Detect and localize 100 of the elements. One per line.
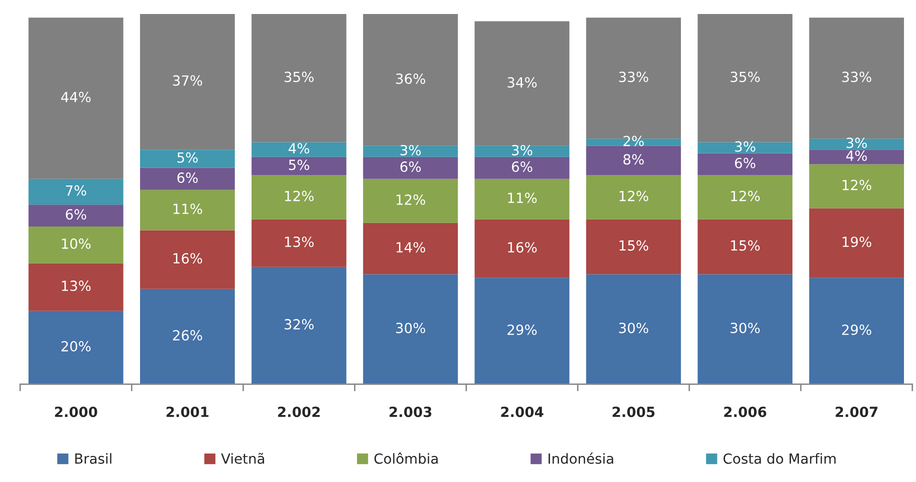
bar: [140, 150, 235, 168]
data-label: 30%: [396, 322, 426, 334]
bar: [586, 146, 681, 176]
bar: [28, 310, 124, 384]
bar: [474, 21, 570, 146]
bar: [474, 156, 570, 179]
legend-label: Brasil: [75, 453, 112, 464]
data-label: 30%: [730, 322, 760, 334]
bar: [698, 142, 792, 154]
bar: [363, 146, 458, 157]
bar: [252, 266, 346, 384]
bar: [474, 146, 570, 157]
data-label: 12%: [396, 194, 426, 205]
data-label: 32%: [284, 319, 314, 330]
data-label: 2%: [624, 136, 644, 146]
data-label: 7%: [66, 185, 86, 196]
data-label: 6%: [400, 161, 421, 172]
data-label: 34%: [508, 77, 537, 88]
data-label: 3%: [512, 144, 532, 156]
bar: [140, 190, 235, 230]
bar: [698, 274, 792, 384]
data-label: 12%: [285, 190, 314, 202]
data-label: 4%: [846, 150, 867, 161]
bar: [140, 168, 235, 190]
data-label: 6%: [512, 161, 532, 172]
legend-label: Colômbia: [374, 452, 438, 464]
x-tick-label: 2.007: [836, 406, 878, 418]
bar: [586, 274, 681, 384]
data-label: 12%: [731, 190, 760, 202]
data-label: 6%: [177, 172, 198, 183]
bar: [28, 204, 124, 227]
data-label: 15%: [731, 240, 760, 251]
bar: [698, 14, 792, 142]
bar: [809, 278, 904, 384]
x-tick-label: 2.003: [390, 406, 432, 418]
data-label: 3%: [735, 141, 756, 152]
x-tick-label: 2.001: [166, 406, 208, 418]
bar: [252, 219, 346, 267]
data-label: 6%: [66, 209, 86, 220]
legend-label: Vietnã: [221, 452, 264, 464]
data-label: 11%: [508, 192, 537, 204]
data-label: 5%: [289, 160, 310, 170]
data-label: 4%: [288, 143, 310, 154]
data-label: 44%: [61, 92, 91, 102]
bar: [28, 178, 124, 205]
bar: [28, 226, 124, 264]
bar: [474, 178, 570, 220]
bar: [698, 153, 792, 176]
x-tick-label: 2.005: [612, 406, 655, 418]
data-label: 20%: [61, 341, 91, 352]
data-label: 12%: [842, 180, 872, 190]
bar: [809, 138, 904, 150]
bar: [586, 219, 681, 274]
data-label: 19%: [842, 236, 872, 248]
bar: [474, 219, 570, 278]
bar: [698, 219, 792, 274]
bar: [363, 14, 458, 146]
data-label: 3%: [400, 144, 421, 156]
legend-label: Indonésia: [548, 452, 614, 464]
data-label: 16%: [508, 242, 537, 253]
data-label: 6%: [735, 158, 756, 168]
x-tick-label: 2.004: [501, 406, 544, 418]
data-label: 3%: [846, 138, 867, 148]
data-label: 33%: [619, 72, 648, 82]
data-label: 35%: [730, 72, 760, 82]
bar: [809, 208, 904, 278]
data-label: 8%: [623, 154, 644, 165]
bar: [363, 274, 458, 384]
bar: [363, 178, 458, 223]
data-label: 29%: [508, 324, 537, 336]
x-tick-label: 2.002: [278, 406, 320, 418]
data-label: 13%: [62, 280, 91, 292]
bar: [140, 288, 235, 384]
bar: [140, 14, 235, 150]
data-label: 36%: [396, 73, 426, 84]
bar: [140, 230, 235, 289]
bar: [28, 18, 124, 179]
data-label: 14%: [396, 242, 426, 253]
x-tick-label: 2.000: [55, 406, 98, 418]
bar: [809, 164, 904, 208]
data-label: 12%: [620, 190, 648, 202]
bar: [363, 156, 458, 179]
bar: [252, 175, 346, 220]
bar: [586, 175, 681, 220]
bar: [252, 156, 346, 176]
data-label: 10%: [62, 238, 91, 249]
bar: [474, 278, 570, 384]
data-label: 5%: [177, 152, 198, 163]
bar: [252, 14, 346, 142]
bar: [252, 142, 346, 157]
data-label: 11%: [174, 204, 202, 214]
data-label: 30%: [619, 322, 648, 334]
data-label: 26%: [173, 330, 202, 341]
data-label: 15%: [620, 240, 648, 251]
legend-label: Costa do Marfim: [724, 453, 836, 464]
bar: [809, 18, 904, 139]
data-label: 33%: [842, 72, 872, 82]
data-label: 37%: [173, 75, 202, 86]
bar: [363, 222, 458, 274]
bar: [28, 263, 124, 311]
